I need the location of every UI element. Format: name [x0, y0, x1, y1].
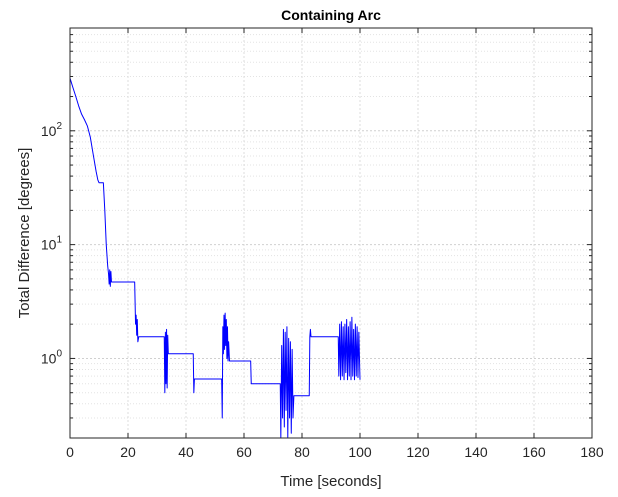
- series-layer: [70, 78, 361, 438]
- x-tick-label: 20: [120, 444, 136, 460]
- x-tick-label: 40: [178, 444, 194, 460]
- y-tick-label-base: 10: [41, 237, 57, 253]
- axes-box: [69, 27, 593, 439]
- minor-grid: [70, 27, 592, 439]
- x-tick-label: 180: [580, 444, 604, 460]
- y-tick-label-base: 10: [41, 123, 57, 139]
- x-tick-label: 60: [236, 444, 252, 460]
- y-tick-label-exponent: 1: [56, 235, 62, 246]
- x-tick-label: 0: [66, 444, 74, 460]
- y-tick-label-base: 10: [41, 350, 57, 366]
- y-tick-label: 102: [41, 121, 63, 139]
- chart-title: Containing Arc: [281, 7, 381, 23]
- y-tick-label-exponent: 2: [56, 121, 62, 132]
- series-line-0: [70, 78, 361, 438]
- y-axis-label: Total Difference [degrees]: [16, 148, 33, 319]
- x-tick-label: 140: [464, 444, 488, 460]
- x-axis-ticks: 0 20 40 60 80 100 120 140 160 180: [66, 28, 604, 460]
- y-tick-label: 100: [41, 348, 63, 366]
- x-axis-label: Time [seconds]: [280, 473, 381, 490]
- x-tick-label: 120: [406, 444, 430, 460]
- x-tick-label: 100: [348, 444, 372, 460]
- y-tick-label-exponent: 0: [56, 348, 62, 359]
- x-tick-label: 160: [522, 444, 546, 460]
- x-tick-label: 80: [294, 444, 310, 460]
- y-tick-label: 101: [41, 235, 63, 253]
